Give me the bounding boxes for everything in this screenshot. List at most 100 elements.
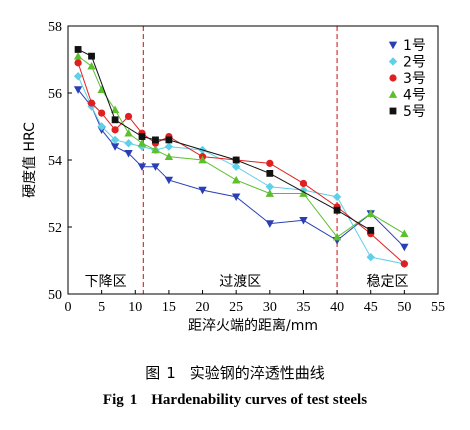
data-point xyxy=(299,189,308,197)
legend-label: 5号 xyxy=(403,104,426,120)
series-group xyxy=(74,46,375,234)
plot-frame xyxy=(67,25,439,295)
caption-en-text: Hardenability curves of test steels xyxy=(151,392,368,408)
data-point xyxy=(164,142,174,151)
data-point xyxy=(232,156,240,164)
zone-label: 过渡区 xyxy=(219,274,261,290)
data-point xyxy=(110,143,120,151)
data-point xyxy=(265,182,275,191)
y-axis-title: 硬度值 HRC xyxy=(22,122,38,198)
legend-label: 4号 xyxy=(403,88,426,104)
data-point xyxy=(97,122,106,131)
data-point xyxy=(366,252,375,262)
data-point xyxy=(87,62,96,70)
data-point xyxy=(137,163,147,171)
legend-label: 3号 xyxy=(403,71,426,87)
zone-label: 稳定区 xyxy=(367,274,409,290)
y-tick-label: 50 xyxy=(48,288,62,303)
series-layer xyxy=(73,46,409,269)
data-point xyxy=(332,192,342,202)
data-point xyxy=(198,186,207,195)
series-group xyxy=(73,51,409,241)
data-point xyxy=(231,193,241,202)
data-point xyxy=(110,135,120,145)
data-point xyxy=(198,155,207,164)
x-tick-label: 15 xyxy=(162,300,176,315)
x-tick-label: 55 xyxy=(431,300,445,315)
hardenability-chart: 下降区 过渡区 稳定区 0 5 10 15 20 25 30 35 40 45 50 55 50 52 54 56… xyxy=(22,20,445,334)
data-point xyxy=(265,220,275,228)
data-point xyxy=(266,159,274,167)
data-point xyxy=(367,226,375,234)
data-point xyxy=(388,57,398,66)
data-point xyxy=(164,152,174,161)
data-point xyxy=(152,136,159,144)
data-point xyxy=(110,105,120,114)
data-point xyxy=(266,170,274,177)
data-point xyxy=(265,189,275,197)
x-tick-label: 20 xyxy=(196,300,210,315)
data-point xyxy=(124,149,133,158)
caption-cn-text: 实验钢的淬透性曲线 xyxy=(189,364,325,382)
data-point xyxy=(299,216,308,225)
data-point xyxy=(389,74,397,82)
data-point xyxy=(231,162,241,171)
data-point xyxy=(400,243,409,252)
data-point xyxy=(138,133,146,140)
zone-label: 下降区 xyxy=(85,274,127,290)
y-tick-label: 52 xyxy=(48,221,62,236)
caption-cn-num: 1 xyxy=(166,364,176,382)
x-tick-label: 35 xyxy=(296,300,310,315)
data-point xyxy=(73,72,83,81)
data-point xyxy=(389,107,397,115)
x-tick-label: 50 xyxy=(397,300,411,315)
data-point xyxy=(151,163,160,171)
caption-cn-fig: 图 xyxy=(145,364,161,382)
caption-en-num: 1 xyxy=(129,392,138,408)
data-point xyxy=(333,206,341,214)
data-point xyxy=(87,99,96,107)
legend-label: 1号 xyxy=(403,38,426,54)
data-point xyxy=(124,139,133,148)
y-tick-label: 56 xyxy=(48,87,62,102)
data-point xyxy=(88,52,95,60)
series-line xyxy=(77,62,405,265)
y-tick-label: 58 xyxy=(48,20,62,35)
x-tick-label: 30 xyxy=(263,300,277,315)
series-line xyxy=(77,49,371,231)
data-point xyxy=(366,209,375,217)
series-group xyxy=(73,86,409,252)
x-tick-label: 5 xyxy=(98,300,105,315)
x-tick-label: 45 xyxy=(364,300,378,315)
data-point xyxy=(111,116,119,124)
data-point xyxy=(299,179,308,188)
data-point xyxy=(98,109,106,117)
data-point xyxy=(124,112,133,121)
data-point xyxy=(74,59,82,67)
x-axis-title: 距淬火端的距离/mm xyxy=(188,317,318,334)
data-point xyxy=(74,46,82,53)
data-point xyxy=(400,229,409,238)
data-point xyxy=(231,175,241,184)
data-point xyxy=(164,176,174,185)
legend-label: 2号 xyxy=(403,55,426,71)
data-point xyxy=(400,260,408,268)
data-point xyxy=(151,145,160,154)
figure-caption-en: Fig 1 Hardenability curves of test steels xyxy=(0,392,470,409)
axes-layer: 0 5 10 15 20 25 30 35 40 45 50 55 50 52 54 56 58 距淬火端的距离/… xyxy=(22,20,445,334)
series-group xyxy=(73,72,409,269)
series-line xyxy=(77,55,405,238)
data-point xyxy=(388,90,398,98)
series-line xyxy=(77,76,405,265)
caption-en-fig: Fig xyxy=(102,392,124,408)
data-point xyxy=(97,85,106,94)
data-point xyxy=(332,232,342,241)
data-point xyxy=(73,51,83,60)
x-tick-label: 40 xyxy=(330,300,344,315)
x-tick-label: 25 xyxy=(229,300,243,315)
data-point xyxy=(388,41,398,50)
data-point xyxy=(137,139,147,147)
x-tick-label: 10 xyxy=(128,300,142,315)
data-point xyxy=(165,136,173,144)
